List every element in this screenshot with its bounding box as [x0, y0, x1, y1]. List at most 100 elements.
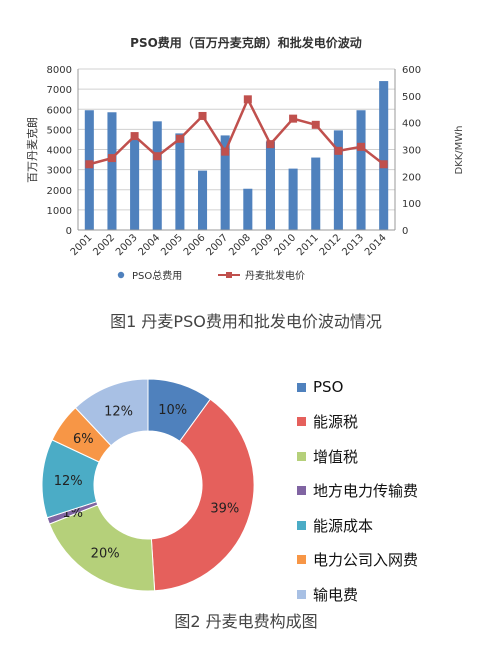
x-tick-label: 2009 [250, 232, 276, 258]
legend-label: PSO [313, 378, 344, 397]
y-right-tick-label: 400 [402, 119, 421, 130]
line-point [130, 132, 139, 141]
legend-label-line: 丹麦批发电价 [245, 269, 305, 282]
bar [265, 141, 275, 230]
bar [243, 188, 253, 230]
bar [220, 135, 230, 230]
slice-label: 20% [91, 547, 120, 562]
legend-item: 地方电力传输费 [297, 474, 487, 509]
y-left-tick-label: 0 [66, 226, 72, 237]
chart1-ylabel-right: DKK/MWh [454, 125, 465, 174]
y-left-tick-label: 6000 [47, 105, 72, 116]
legend-item: PSO [297, 370, 487, 405]
bar [311, 157, 321, 230]
chart1-ylabel-left: 百万丹麦克朗 [26, 117, 39, 183]
x-tick-label: 2011 [295, 232, 321, 258]
y-left-tick-label: 8000 [47, 65, 72, 76]
figure1-caption: 图1 丹麦PSO费用和批发电价波动情况 [110, 312, 382, 331]
y-left-tick-label: 1000 [47, 206, 72, 217]
bar [107, 112, 117, 230]
y-left-tick-label: 4000 [47, 146, 72, 157]
legend-label: 能源税 [313, 413, 359, 432]
legend-item: 输电费 [297, 577, 487, 612]
bar [333, 130, 343, 230]
legend-label: 能源成本 [313, 516, 374, 535]
bar [130, 139, 140, 230]
y-left-tick-label: 2000 [47, 186, 72, 197]
legend-swatch [297, 520, 306, 530]
y-left-tick-label: 7000 [47, 85, 72, 96]
x-tick-label: 2005 [159, 232, 185, 258]
line-point [379, 160, 388, 169]
line-point [289, 114, 298, 123]
chart1-legend: PSO总费用 丹麦批发电价 [117, 269, 305, 282]
y-right-tick-label: 200 [402, 172, 421, 183]
bar [152, 121, 162, 230]
legend-marker-bar [117, 271, 125, 279]
donut-chart: 10%39%20%1%12%6%12% [41, 378, 255, 592]
line-point [175, 134, 184, 143]
legend-label: 电力公司入网费 [313, 551, 419, 570]
slice-label: 12% [104, 405, 133, 420]
x-tick-label: 2003 [114, 232, 140, 258]
line-point [357, 142, 366, 151]
line-point [107, 154, 116, 163]
legend-label: 输电费 [313, 585, 359, 604]
legend-swatch [297, 451, 306, 461]
x-tick-label: 2008 [227, 232, 253, 258]
legend-label: 增值税 [313, 447, 359, 466]
legend-item: 能源成本 [297, 508, 487, 543]
legend-item: 能源税 [297, 405, 487, 440]
y-right-tick-label: 600 [402, 65, 421, 76]
chart1-bars [84, 81, 389, 230]
legend-swatch [297, 417, 306, 427]
slice-label: 39% [210, 501, 239, 516]
legend-item: 增值税 [297, 439, 487, 474]
legend-swatch [297, 382, 306, 392]
x-tick-label: 2002 [91, 232, 117, 258]
bar-line-chart: PSO费用（百万丹麦克朗）和批发电价波动 0100020003000400050… [26, 35, 465, 282]
bar [288, 168, 298, 230]
line-point [311, 120, 320, 129]
line-point [266, 140, 275, 149]
y-right-tick-label: 500 [402, 92, 421, 103]
donut-slice [74, 378, 149, 447]
x-tick-label: 2001 [69, 232, 95, 258]
y-right-tick-label: 300 [402, 146, 421, 157]
legend-item: 电力公司入网费 [297, 543, 487, 578]
line-point [198, 111, 207, 120]
slice-label: 12% [54, 474, 83, 489]
line-point [221, 147, 230, 156]
x-tick-label: 2014 [363, 232, 389, 258]
y-left-tick-label: 5000 [47, 125, 72, 136]
bar [356, 110, 366, 230]
figure2-caption: 图2 丹麦电费构成图 [174, 612, 318, 631]
y-right-tick-label: 100 [402, 199, 421, 210]
legend-marker-line [226, 272, 232, 278]
donut-legend: PSO 能源税增值税地方电力传输费 能源成本电力公司入网费 输电费 [297, 370, 487, 612]
legend-swatch [297, 555, 306, 565]
y-right-tick-label: 0 [402, 226, 408, 237]
bar [175, 133, 185, 230]
bar [84, 110, 94, 230]
x-tick-label: 2012 [318, 232, 344, 258]
x-tick-label: 2013 [340, 232, 366, 258]
bar [198, 170, 208, 230]
legend-swatch [297, 486, 306, 496]
x-tick-label: 2006 [182, 232, 208, 258]
slice-label: 6% [73, 432, 94, 447]
slice-label: 10% [158, 403, 187, 418]
chart1-title: PSO费用（百万丹麦克朗）和批发电价波动 [130, 35, 362, 50]
line-point [334, 146, 343, 155]
line-point [243, 95, 252, 104]
legend-label-bar: PSO总费用 [132, 269, 182, 282]
line-point [85, 160, 94, 169]
chart1-line-series [85, 95, 388, 169]
legend-label: 地方电力传输费 [313, 482, 419, 501]
donut-slice [150, 398, 255, 592]
x-tick-label: 2010 [272, 232, 298, 258]
legend-swatch [297, 589, 306, 599]
line-point [153, 152, 162, 161]
x-tick-label: 2007 [205, 232, 231, 258]
y-left-tick-label: 3000 [47, 166, 72, 177]
